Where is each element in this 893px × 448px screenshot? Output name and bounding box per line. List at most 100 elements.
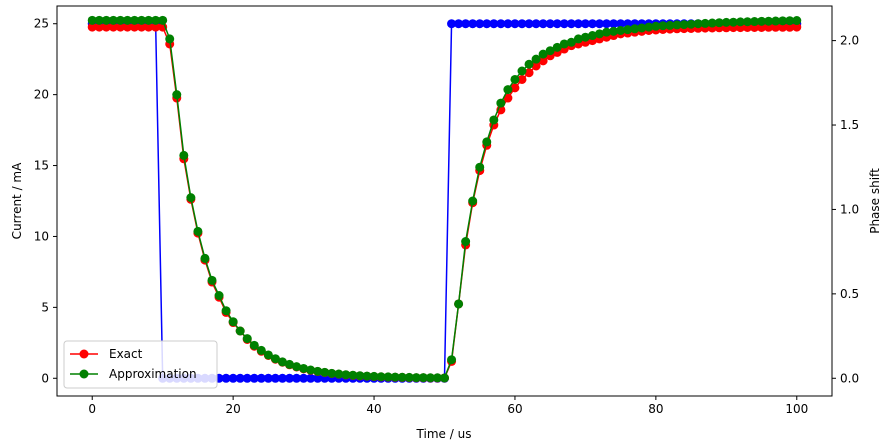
x-tick-label: 60 bbox=[507, 402, 522, 416]
data-point-exact bbox=[524, 68, 534, 78]
data-point-current bbox=[306, 373, 316, 383]
data-point-current bbox=[545, 19, 555, 29]
data-point-approximation bbox=[728, 17, 738, 27]
data-point-approximation bbox=[411, 373, 421, 383]
data-point-approximation bbox=[440, 373, 449, 383]
data-point-approximation bbox=[714, 18, 724, 28]
y2-tick-label: 1.5 bbox=[840, 118, 859, 132]
data-point-approximation bbox=[313, 366, 323, 376]
legend-label-exact: Exact bbox=[109, 347, 143, 361]
data-point-exact bbox=[87, 22, 97, 32]
data-point-approximation bbox=[390, 372, 400, 382]
data-point-exact bbox=[144, 22, 154, 32]
data-point-approximation bbox=[362, 371, 372, 381]
data-point-approximation bbox=[468, 196, 478, 206]
data-point-approximation bbox=[186, 193, 196, 203]
data-point-current bbox=[538, 19, 548, 29]
data-point-current bbox=[609, 19, 619, 29]
data-point-exact bbox=[531, 61, 541, 71]
data-point-approximation bbox=[517, 66, 527, 76]
data-point-approximation bbox=[757, 16, 767, 26]
data-point-current bbox=[447, 19, 457, 29]
data-point-approximation bbox=[700, 18, 710, 28]
data-point-approximation bbox=[573, 34, 583, 44]
data-point-approximation bbox=[580, 32, 590, 42]
data-point-approximation bbox=[771, 16, 781, 26]
data-point-approximation bbox=[277, 357, 287, 367]
data-point-current bbox=[587, 19, 597, 29]
data-point-current bbox=[482, 19, 492, 29]
data-point-current bbox=[242, 373, 252, 383]
data-point-exact bbox=[101, 22, 111, 32]
data-point-approximation bbox=[566, 37, 576, 47]
data-point-current bbox=[489, 19, 499, 29]
y-axis-left: 0 5 10 15 20 25 bbox=[34, 17, 57, 385]
data-point-approximation bbox=[334, 369, 344, 379]
data-point-exact bbox=[94, 22, 104, 32]
data-point-approximation bbox=[249, 340, 259, 350]
data-point-current bbox=[277, 373, 287, 383]
data-point-approximation bbox=[587, 31, 597, 41]
data-point-exact bbox=[517, 74, 527, 84]
data-point-approximation bbox=[658, 21, 668, 31]
data-point-approximation bbox=[679, 20, 689, 30]
data-point-exact bbox=[503, 93, 513, 103]
data-point-approximation bbox=[376, 372, 386, 382]
data-point-approximation bbox=[348, 370, 358, 380]
data-point-approximation bbox=[355, 371, 365, 381]
data-point-approximation bbox=[193, 226, 203, 236]
y2-tick-label: 0.5 bbox=[840, 287, 859, 301]
data-point-exact bbox=[792, 22, 802, 32]
data-point-exact bbox=[137, 22, 147, 32]
data-point-exact bbox=[115, 22, 125, 32]
data-point-approximation bbox=[461, 237, 471, 247]
plot-frame bbox=[56, 5, 833, 397]
data-point-current bbox=[299, 373, 309, 383]
data-point-approximation bbox=[447, 355, 457, 365]
x-axis-label: Time / us bbox=[416, 427, 472, 441]
data-point-approximation bbox=[545, 46, 555, 56]
data-point-approximation bbox=[404, 372, 414, 382]
data-point-approximation bbox=[602, 27, 612, 37]
legend-label-approximation: Approximation bbox=[109, 367, 197, 381]
data-point-approximation bbox=[228, 317, 238, 327]
data-point-approximation bbox=[623, 25, 633, 35]
data-point-approximation bbox=[221, 306, 231, 316]
data-point-approximation bbox=[742, 17, 752, 27]
data-point-current bbox=[517, 19, 527, 29]
data-point-current bbox=[270, 373, 280, 383]
data-point-approximation bbox=[510, 74, 520, 84]
data-point-approximation bbox=[327, 368, 337, 378]
y-tick-label: 10 bbox=[34, 229, 49, 243]
x-tick-label: 0 bbox=[88, 402, 96, 416]
data-point-current bbox=[602, 19, 612, 29]
data-point-approximation bbox=[538, 49, 548, 59]
y2-axis-label: Phase shift bbox=[868, 168, 882, 234]
data-point-approximation bbox=[735, 17, 745, 27]
data-point-approximation bbox=[559, 39, 569, 49]
data-point-approximation bbox=[432, 373, 442, 383]
data-point-approximation bbox=[369, 371, 379, 381]
data-point-current bbox=[496, 19, 506, 29]
data-point-exact bbox=[151, 22, 161, 32]
y-tick-label: 5 bbox=[41, 300, 49, 314]
data-point-approximation bbox=[609, 26, 619, 36]
legend: Exact Approximation bbox=[63, 340, 218, 389]
data-point-current bbox=[454, 19, 464, 29]
data-point-approximation bbox=[87, 15, 97, 25]
x-tick-label: 100 bbox=[785, 402, 808, 416]
data-point-approximation bbox=[179, 150, 189, 160]
data-point-approximation bbox=[778, 16, 788, 26]
data-point-exact bbox=[771, 22, 781, 32]
data-point-approximation bbox=[595, 29, 604, 39]
legend-marker-exact bbox=[79, 349, 89, 359]
data-point-current bbox=[573, 19, 583, 29]
data-point-exact bbox=[785, 22, 795, 32]
data-point-approximation bbox=[764, 16, 774, 26]
data-point-approximation bbox=[299, 363, 309, 373]
data-point-approximation bbox=[383, 372, 393, 382]
data-point-approximation bbox=[397, 372, 407, 382]
data-point-approximation bbox=[750, 17, 759, 27]
data-point-approximation bbox=[270, 354, 280, 364]
